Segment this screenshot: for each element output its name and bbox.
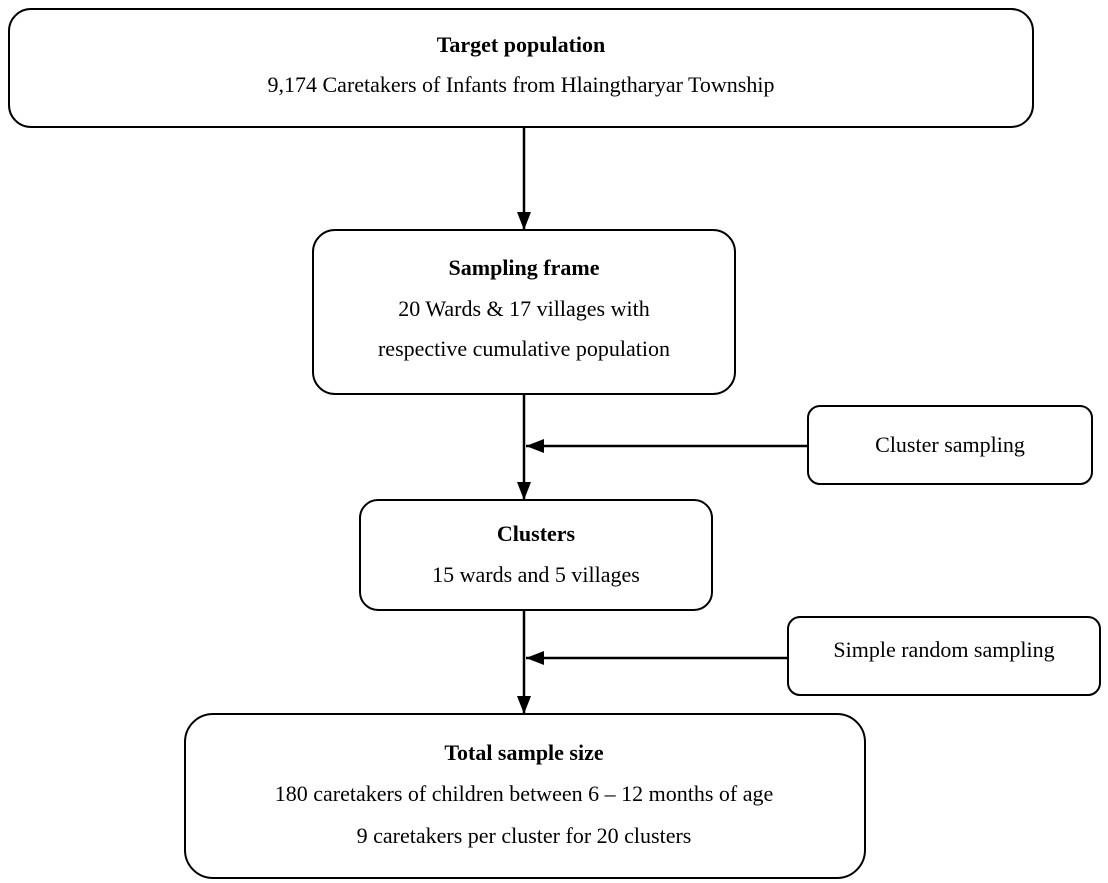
arrowhead [517, 212, 531, 230]
node-text: 180 caretakers of children between 6 – 1… [275, 781, 774, 806]
box [359, 499, 713, 611]
box [184, 713, 866, 879]
box [787, 616, 1101, 696]
node-title: Clusters [497, 521, 576, 546]
method-label: Simple random sampling [833, 637, 1054, 662]
arrowhead [526, 439, 544, 453]
method-label: Cluster sampling [875, 432, 1025, 457]
node-title: Target population [437, 32, 606, 57]
arrowhead [526, 651, 544, 665]
box [8, 8, 1034, 128]
node-title: Sampling frame [449, 255, 600, 280]
node-text: respective cumulative population [378, 336, 670, 361]
arrowhead [517, 482, 531, 500]
node-text: 9 caretakers per cluster for 20 clusters [357, 823, 692, 848]
node-text: 9,174 Caretakers of Infants from Hlaingt… [268, 72, 775, 97]
node-text: 20 Wards & 17 villages with [398, 296, 649, 321]
arrowhead [517, 696, 531, 714]
node-title: Total sample size [444, 740, 604, 765]
node-text: 15 wards and 5 villages [432, 562, 640, 587]
